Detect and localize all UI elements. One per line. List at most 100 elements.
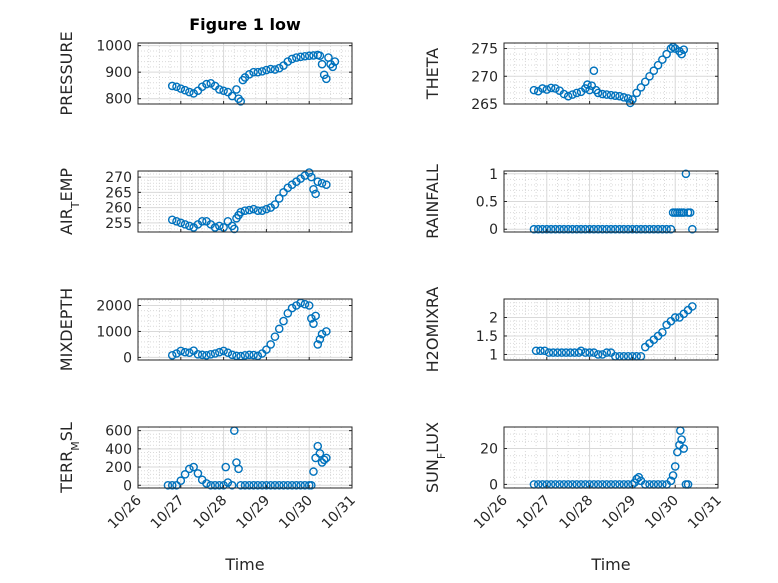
data-point (602, 348, 612, 357)
data-point (189, 462, 198, 472)
series-markers (167, 50, 340, 106)
data-point (244, 69, 254, 79)
data-point (296, 52, 305, 62)
series-markers (167, 168, 331, 234)
data-point (180, 347, 190, 357)
x-tick-label: 10/29 (233, 493, 273, 533)
x-tick-label: 10/26 (471, 492, 511, 532)
data-point (296, 480, 305, 490)
data-point (172, 480, 181, 490)
grid-lines (503, 426, 719, 488)
data-point (668, 471, 678, 480)
data-point (202, 79, 211, 89)
data-point (180, 470, 190, 479)
data-point (632, 224, 641, 234)
data-point (270, 332, 280, 341)
data-point (253, 351, 263, 361)
data-point (257, 206, 267, 215)
subplot-6: 1 1.5 2 H2OMIXRA (423, 287, 719, 372)
data-point (193, 469, 203, 478)
data-point (172, 349, 181, 358)
data-point (529, 224, 539, 234)
data-point (262, 345, 271, 354)
data-point (602, 90, 612, 99)
y-axis-label: SUNFLUX (423, 422, 448, 493)
series-markers (531, 302, 697, 361)
data-point (606, 90, 616, 100)
data-point (244, 350, 254, 360)
data-point (542, 85, 552, 94)
data-point (313, 177, 323, 186)
y-tick-label: 200 (105, 460, 132, 476)
data-point (574, 348, 584, 357)
data-point (670, 44, 680, 53)
grid-lines (137, 299, 353, 360)
data-point (589, 348, 599, 357)
data-point (221, 462, 231, 472)
data-point (202, 479, 211, 488)
data-point (223, 217, 233, 226)
y-tick-label: 600 (105, 424, 132, 440)
y-tick-label: 1000 (96, 39, 132, 55)
data-point (210, 349, 220, 358)
data-point (576, 224, 586, 234)
data-point (677, 435, 686, 444)
data-point (551, 224, 560, 234)
x-tick-label: 10/29 (599, 493, 639, 533)
data-point (193, 349, 203, 359)
data-point (180, 220, 190, 229)
data-point (679, 208, 689, 217)
y-tick-label: 270 (471, 69, 498, 85)
data-point (602, 224, 612, 234)
data-point (283, 308, 293, 318)
data-point (598, 89, 607, 99)
data-point (283, 57, 293, 66)
data-point (666, 476, 676, 486)
data-point (666, 44, 676, 53)
data-point (645, 71, 654, 81)
data-point (185, 87, 194, 97)
data-point (185, 221, 194, 231)
data-point (307, 480, 316, 490)
data-point (315, 334, 325, 344)
data-point (240, 480, 250, 490)
data-point (279, 188, 288, 197)
data-point (563, 224, 573, 234)
data-point (666, 224, 676, 234)
y-axis-label: RAINFALL (423, 164, 442, 239)
data-point (322, 453, 331, 463)
data-point (232, 351, 241, 361)
data-point (270, 65, 280, 74)
data-point (615, 91, 624, 101)
data-point (548, 348, 558, 357)
data-point (311, 189, 320, 199)
data-point (670, 462, 680, 471)
data-point (185, 348, 194, 358)
data-point (653, 224, 663, 234)
data-point (172, 217, 181, 226)
data-point (557, 348, 567, 357)
y-tick-label: 265 (471, 97, 498, 113)
data-point (240, 206, 250, 215)
axes-box (137, 426, 353, 489)
data-point (292, 301, 301, 310)
data-point (167, 81, 177, 91)
y-tick-label: 900 (105, 65, 132, 81)
data-point (287, 480, 297, 490)
data-point (688, 224, 697, 234)
data-point (645, 224, 654, 234)
data-point (176, 218, 186, 228)
data-point (658, 327, 667, 337)
data-point (292, 480, 301, 490)
data-point (266, 64, 275, 74)
data-point (206, 79, 216, 88)
data-point (311, 311, 320, 321)
y-tick-label: 270 (105, 170, 132, 186)
data-point (266, 340, 275, 349)
data-point (544, 348, 554, 357)
y-tick-label: 1 (489, 167, 498, 183)
data-point (279, 480, 288, 490)
data-point (317, 329, 327, 339)
data-point (223, 478, 233, 487)
